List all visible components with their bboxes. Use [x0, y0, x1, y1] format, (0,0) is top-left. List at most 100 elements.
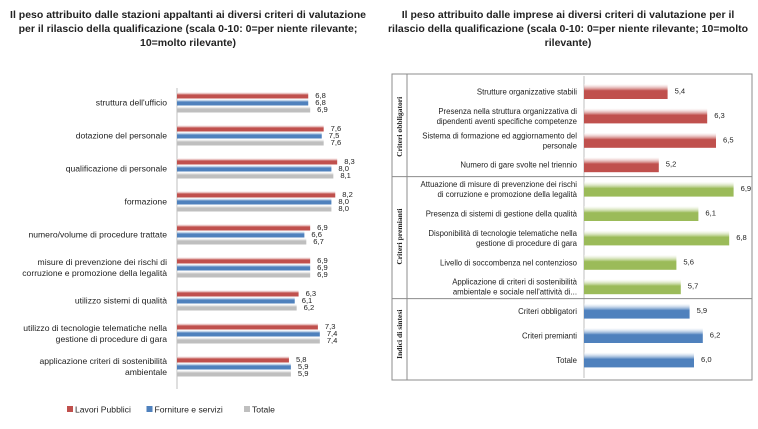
left-data-label: 6,7 [313, 237, 324, 246]
group-label: Criteri obbligatori [395, 97, 404, 157]
right-bar [584, 254, 677, 270]
right-bar [584, 157, 659, 173]
left-bar-forniture-e-servizi [177, 231, 305, 238]
right-chart-title: Il peso attribuito dalle imprese ai dive… [387, 9, 749, 49]
right-category-label: Sistema di formazione ed aggiornamento d… [422, 131, 577, 140]
left-data-label: 8,0 [338, 164, 349, 173]
left-chart-title: Il peso attribuito dalle stazioni appalt… [10, 9, 366, 49]
left-data-label: 7,6 [331, 124, 342, 133]
left-bar-lavori-pubblici [177, 125, 324, 132]
right-data-label: 6,5 [723, 135, 734, 144]
left-bar-lavori-pubblici [177, 191, 336, 198]
left-bar-totale [177, 106, 311, 113]
right-category-label: Criteri premianti [522, 332, 577, 341]
left-category-label: gestione di procedure di gara [56, 334, 168, 344]
left-data-label: 8,3 [344, 157, 355, 166]
left-bar-lavori-pubblici [177, 356, 289, 363]
left-bar-lavori-pubblici [177, 290, 299, 297]
right-data-label: 5,2 [666, 160, 677, 169]
right-bar [584, 230, 730, 246]
legend-label: Totale [252, 405, 275, 415]
right-data-label: 5,6 [683, 257, 694, 266]
right-data-label: 5,4 [675, 87, 686, 96]
legend-label: Lavori Pubblici [75, 405, 131, 415]
left-data-label: 6,9 [317, 105, 328, 114]
left-data-label: 8,2 [342, 190, 353, 199]
right-data-label: 6,1 [705, 209, 716, 218]
left-data-label: 5,8 [296, 355, 307, 364]
left-category-label: applicazione criteri di sostenibilità [39, 356, 167, 366]
right-bar [584, 279, 681, 295]
left-bar-forniture-e-servizi [177, 297, 295, 304]
left-data-label: 5,9 [298, 362, 309, 371]
right-bar [584, 132, 716, 148]
right-category-label: Applicazione di criteri di sostenibilità [452, 278, 577, 287]
right-category-label: personale [543, 141, 577, 150]
left-bar-forniture-e-servizi [177, 264, 311, 271]
legend-swatch [67, 406, 73, 412]
right-category-label: Criteri obbligatori [518, 307, 577, 316]
left-bar-forniture-e-servizi [177, 198, 332, 205]
group-label: Indici di sintesi [395, 310, 404, 359]
left-bar-forniture-e-servizi [177, 99, 309, 106]
left-data-label: 7,4 [327, 329, 338, 338]
left-bar-totale [177, 139, 324, 146]
left-data-label: 5,9 [298, 369, 309, 378]
right-category-label: Livello di soccombenza nel contenzioso [440, 258, 578, 267]
left-data-label: 7,3 [325, 322, 336, 331]
left-category-label: formazione [124, 197, 167, 207]
right-category-label: Totale [556, 356, 577, 365]
group-label: Criteri premianti [395, 209, 404, 265]
left-category-label: qualificazione di personale [66, 164, 168, 174]
right-chart-frame [391, 73, 753, 381]
left-data-label: 6,6 [311, 230, 322, 239]
left-category-label: numero/volume di procedure trattate [28, 230, 167, 240]
left-data-label: 8,1 [340, 171, 351, 180]
right-data-label: 5,9 [697, 306, 708, 315]
left-category-label: utilizzo sistemi di qualità [75, 296, 167, 306]
right-data-label: 6,9 [741, 184, 752, 193]
left-data-label: 6,9 [317, 256, 328, 265]
right-category-label: gestione di procedure di gara [476, 239, 578, 248]
right-category-label: Presenza nella struttura organizzativa d… [438, 107, 577, 116]
right-bar [584, 303, 690, 319]
left-bar-lavori-pubblici [177, 158, 338, 165]
left-bar-lavori-pubblici [177, 92, 309, 99]
left-bar-totale [177, 337, 320, 344]
right-bar [584, 181, 734, 197]
left-data-label: 7,5 [329, 131, 340, 140]
left-category-label: ambientale [125, 367, 167, 377]
left-data-label: 7,6 [331, 138, 342, 147]
left-data-label: 6,9 [317, 270, 328, 279]
right-bar [584, 108, 708, 124]
legend-label: Forniture e servizi [155, 405, 223, 415]
left-bar-forniture-e-servizi [177, 132, 322, 139]
left-bar-totale [177, 370, 291, 377]
left-bar-lavori-pubblici [177, 323, 318, 330]
right-data-label: 5,7 [688, 282, 699, 291]
left-bar-lavori-pubblici [177, 224, 311, 231]
right-category-label: Presenza di sistemi di gestione della qu… [426, 210, 578, 219]
right-data-label: 6,8 [736, 233, 747, 242]
right-bar [584, 328, 703, 343]
right-data-label: 6,0 [701, 355, 712, 364]
right-category-label: di corruzione e promozione della legalit… [437, 190, 577, 199]
left-bar-totale [177, 238, 307, 245]
left-bar-totale [177, 304, 297, 311]
right-category-label: dipendenti aventi specifiche competenze [437, 117, 577, 126]
left-data-label: 7,4 [327, 336, 338, 345]
left-category-label: dotazione del personale [76, 131, 167, 141]
right-category-label: Strutture organizzative stabili [477, 88, 577, 97]
left-data-label: 6,2 [304, 303, 315, 312]
left-data-label: 8,0 [338, 197, 349, 206]
left-bar-totale [177, 271, 311, 278]
left-bar-forniture-e-servizi [177, 330, 320, 337]
left-category-label: struttura dell'ufficio [96, 98, 167, 108]
right-bar [584, 352, 694, 368]
left-data-label: 6,3 [306, 289, 317, 298]
left-bar-lavori-pubblici [177, 257, 311, 264]
right-data-label: 6,3 [714, 111, 725, 120]
left-data-label: 6,9 [317, 223, 328, 232]
left-data-label: 6,1 [302, 296, 313, 305]
